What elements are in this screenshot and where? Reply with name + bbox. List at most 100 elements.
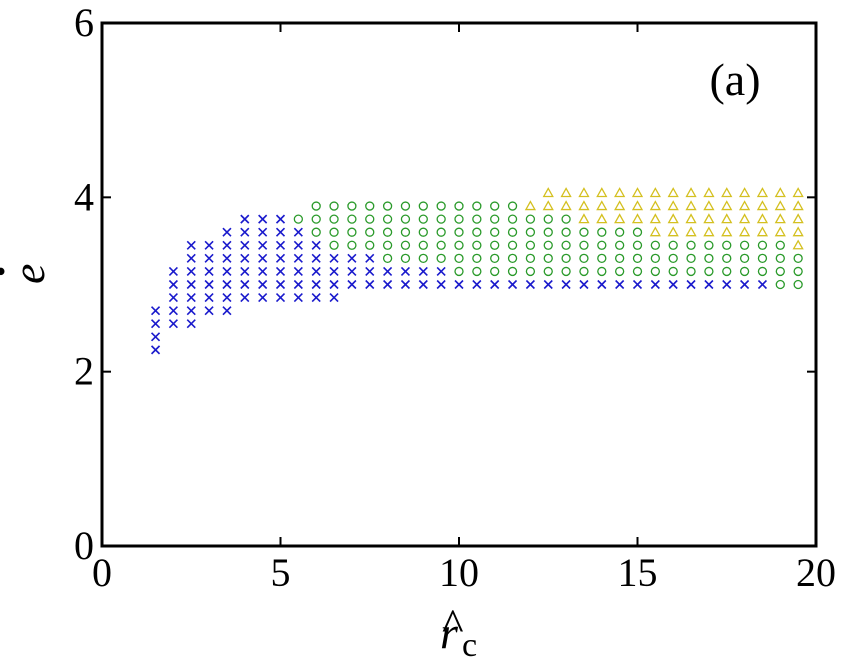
data-point-x — [186, 306, 196, 316]
data-point-triangle — [596, 187, 608, 198]
data-point-circle — [400, 227, 411, 237]
data-point-triangle — [756, 187, 769, 198]
x-tick-label: 20 — [796, 550, 836, 595]
data-point-x — [222, 279, 232, 290]
data-point-triangle — [792, 213, 804, 224]
data-point-circle — [490, 214, 500, 224]
data-point-x — [204, 293, 214, 303]
data-point-circle — [400, 214, 411, 224]
data-point-triangle — [738, 187, 751, 198]
data-point-circle — [668, 240, 678, 250]
data-point-circle — [525, 214, 536, 224]
data-point-circle — [454, 253, 464, 264]
data-point-triangle — [721, 213, 733, 224]
data-point-x — [258, 253, 268, 263]
data-point-x — [579, 279, 589, 290]
data-point-x — [329, 279, 339, 290]
data-point-x — [436, 266, 446, 276]
data-point-circle — [365, 214, 375, 224]
data-point-triangle — [703, 226, 715, 237]
data-point-circle — [543, 266, 553, 277]
data-point-x — [222, 293, 232, 303]
x-axis-label-subscript: c — [462, 627, 477, 664]
data-point-x — [293, 240, 303, 250]
y-axis-label-dot: · — [0, 264, 26, 279]
data-point-circle — [311, 227, 321, 237]
data-point-circle — [365, 201, 375, 211]
series-triangle — [524, 187, 804, 250]
data-point-x — [168, 319, 178, 329]
data-point-triangle — [578, 187, 590, 198]
data-point-x — [275, 240, 286, 250]
data-point-circle — [329, 227, 339, 237]
data-point-circle — [472, 214, 482, 224]
data-point-x — [418, 266, 428, 276]
data-point-triangle — [614, 200, 626, 211]
data-point-x — [490, 279, 500, 290]
data-point-triangle — [649, 213, 661, 224]
data-point-circle — [739, 253, 750, 264]
data-point-circle — [365, 227, 375, 237]
data-point-x — [275, 214, 286, 224]
data-point-x — [222, 266, 232, 276]
data-point-triangle — [685, 187, 697, 198]
data-point-x — [258, 266, 268, 276]
data-point-circle — [418, 227, 428, 237]
data-point-x — [168, 266, 178, 276]
data-point-x — [293, 293, 303, 303]
data-point-x — [275, 253, 286, 263]
data-point-circle — [490, 240, 500, 250]
data-point-circle — [311, 201, 321, 211]
data-point-x — [329, 253, 339, 263]
data-point-circle — [347, 214, 357, 224]
data-point-x — [597, 279, 607, 290]
data-point-x — [240, 214, 250, 224]
y-axis-label: e · — [0, 264, 54, 284]
data-point-triangle — [631, 213, 644, 224]
data-point-circle — [418, 201, 428, 211]
data-markers — [150, 187, 804, 355]
data-point-circle — [472, 253, 482, 264]
series-x — [150, 214, 768, 355]
data-point-triangle — [667, 226, 679, 237]
data-point-circle — [418, 240, 428, 250]
y-tick-label: 0 — [74, 523, 94, 568]
data-point-circle — [668, 253, 678, 264]
data-point-circle — [722, 253, 732, 264]
data-point-circle — [686, 253, 696, 264]
data-point-circle — [757, 253, 768, 264]
data-point-x — [222, 227, 232, 237]
data-point-triangle — [596, 200, 608, 211]
data-point-circle — [793, 279, 803, 290]
data-point-x — [186, 240, 196, 250]
data-point-triangle — [685, 226, 697, 237]
x-axis-label-hat: ^ — [442, 599, 464, 650]
data-point-x — [258, 227, 268, 237]
data-point-triangle — [756, 213, 769, 224]
x-tick-label: 5 — [271, 550, 291, 595]
data-point-circle — [650, 240, 660, 250]
data-point-x — [240, 293, 250, 303]
data-point-x — [311, 253, 321, 263]
data-point-circle — [525, 240, 536, 250]
data-point-x — [561, 279, 571, 290]
series-circle — [293, 201, 803, 290]
data-point-circle — [472, 201, 482, 211]
data-point-x — [275, 227, 286, 237]
data-point-x — [383, 279, 393, 290]
data-point-x — [311, 240, 321, 250]
data-point-triangle — [792, 226, 804, 237]
data-point-circle — [382, 214, 393, 224]
data-point-triangle — [792, 187, 804, 198]
data-point-x — [293, 227, 303, 237]
data-point-x — [204, 253, 214, 263]
data-point-triangle — [649, 226, 661, 237]
data-point-circle — [454, 266, 464, 277]
data-point-triangle — [703, 187, 715, 198]
data-point-circle — [615, 227, 625, 237]
y-axis-label-main: e — [3, 264, 54, 284]
data-point-x — [186, 293, 196, 303]
data-point-triangle — [792, 200, 804, 211]
data-point-x — [293, 279, 303, 290]
